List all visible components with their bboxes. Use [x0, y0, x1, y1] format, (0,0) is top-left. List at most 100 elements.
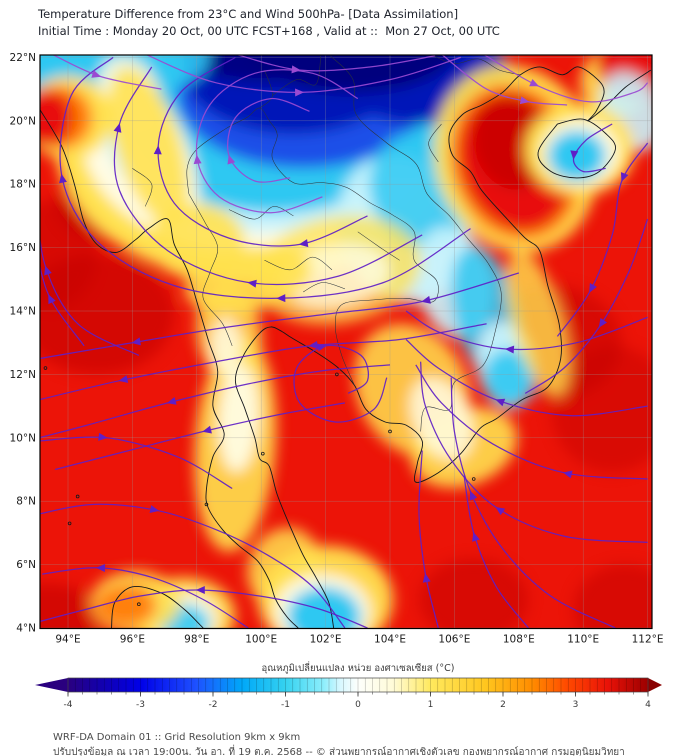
island-mark: [204, 502, 209, 507]
wind-arrow-icon: [519, 96, 530, 105]
wind-arrow-icon: [96, 564, 106, 573]
wind-arrow-icon: [472, 531, 480, 542]
streamline: [418, 450, 439, 629]
island-mark: [67, 521, 72, 526]
colorbar-gradient: [68, 678, 648, 692]
border-path: [428, 123, 442, 163]
colorbar-tick-label: -1: [281, 700, 290, 710]
colorbar-left-arrow: [35, 678, 68, 692]
streamline: [441, 55, 568, 106]
temp-blob: [419, 558, 529, 629]
streamline: [40, 436, 233, 490]
wind-arrow-icon: [131, 337, 141, 346]
wind-arrow-icon: [276, 294, 286, 303]
colorbar-title: อุณหภูมิเปลี่ยนแปลง หน่วย องศาเซลเซียส (…: [262, 661, 455, 674]
x-axis-tick-label: 110°E: [567, 634, 599, 646]
colorbar-tick-label: 1: [428, 700, 434, 710]
island-mark: [75, 494, 80, 499]
streamline: [463, 475, 529, 629]
wind-arrow-icon: [421, 295, 431, 304]
island-mark: [137, 602, 141, 607]
wind-arrow-icon: [495, 398, 506, 407]
border-path: [264, 256, 333, 271]
temp-blob: [95, 585, 157, 627]
streamline: [40, 272, 519, 360]
wind-arrow-icon: [113, 123, 122, 133]
temp-blob: [573, 564, 652, 629]
streamline: [450, 377, 616, 629]
plot-frame: [39, 54, 653, 630]
colorbar: อุณหภูมิเปลี่ยนแปลง หน่วย องศาเซลเซียส (…: [35, 661, 662, 710]
temp-blob: [217, 364, 260, 473]
wind-arrow-icon: [195, 586, 205, 594]
coastline-path: [234, 66, 652, 629]
island-mark: [43, 366, 48, 370]
coastline-path: [40, 108, 299, 629]
wind-arrow-icon: [227, 154, 236, 165]
footer-update-info: ปรับปรุงข้อมูล ณ เวลา 19:00น. วัน อา. ที…: [53, 746, 625, 756]
wind-arrow-icon: [570, 150, 579, 160]
border-path: [357, 231, 400, 261]
y-axis-tick-label: 10°N: [10, 432, 36, 444]
colorbar-tick-label: 4: [645, 700, 651, 710]
streamline: [556, 142, 649, 337]
wind-arrow-icon: [295, 88, 305, 97]
footer-block: WRF-DA Domain 01 :: Grid Resolution 9km …: [53, 731, 625, 756]
y-axis-tick-label: 12°N: [10, 369, 36, 381]
island-mark: [335, 372, 339, 377]
colorbar-tick-label: 0: [355, 700, 361, 710]
x-axis-tick-label: 112°E: [632, 634, 664, 646]
wind-arrow-icon: [291, 65, 301, 74]
streamline: [415, 364, 648, 480]
wind-arrow-icon: [153, 145, 162, 155]
streamline: [59, 56, 471, 299]
wind-arrow-icon: [118, 375, 129, 383]
colorbar-tick-label: 3: [573, 700, 579, 710]
colorbar-tick-label: -3: [136, 700, 145, 710]
x-axis-tick-label: 94°E: [55, 634, 80, 646]
x-axis-tick-label: 108°E: [503, 634, 535, 646]
colorbar-right-arrow: [648, 678, 662, 692]
wind-arrow-icon: [44, 265, 52, 276]
streamline: [235, 55, 436, 72]
streamline: [42, 567, 249, 629]
figure-title-block: Temperature Difference from 23°C and Win…: [38, 6, 500, 40]
wind-arrow-icon: [308, 340, 318, 349]
y-axis-tick-label: 6°N: [16, 559, 36, 571]
wind-arrow-icon: [589, 283, 597, 293]
streamline: [293, 344, 388, 423]
temp-blob: [40, 200, 97, 308]
y-axis-tick-label: 14°N: [10, 306, 36, 318]
x-axis-tick-label: 98°E: [184, 634, 209, 646]
temp-blob: [547, 130, 606, 182]
grid-lines: [40, 55, 652, 629]
footer-domain-info: WRF-DA Domain 01 :: Grid Resolution 9km …: [53, 732, 301, 743]
y-axis-tick-label: 4°N: [16, 623, 36, 635]
streamline: [40, 234, 140, 356]
streamline: [40, 364, 391, 439]
wind-arrow-icon: [562, 470, 573, 479]
map-figure: 94°E 96°E 98°E 100°E 102°E 104°E 106°E 108°E 110…: [10, 52, 664, 646]
figure-title: Temperature Difference from 23°C and Win…: [38, 7, 459, 21]
border-path: [132, 168, 153, 207]
streamline: [195, 69, 359, 214]
coastline-path: [537, 118, 616, 179]
x-axis-tick-label: 96°E: [120, 634, 145, 646]
colorbar-tick-label: -2: [209, 700, 218, 710]
temp-blob: [483, 349, 535, 407]
x-axis-tick-label: 104°E: [374, 634, 406, 646]
y-axis-tick-label: 22°N: [10, 52, 36, 64]
streamline: [419, 361, 648, 544]
streamline: [227, 97, 310, 183]
x-axis-tick-label: 100°E: [245, 634, 277, 646]
streamline: [483, 55, 649, 103]
island-mark: [388, 429, 392, 434]
wind-arrow-icon: [193, 154, 202, 165]
geography: [40, 55, 652, 629]
wind-arrow-icon: [59, 173, 67, 184]
wind-arrow-icon: [166, 397, 177, 405]
temp-blob: [40, 89, 73, 147]
wind-arrow-icon: [48, 294, 56, 305]
wind-arrow-icon: [620, 172, 629, 182]
